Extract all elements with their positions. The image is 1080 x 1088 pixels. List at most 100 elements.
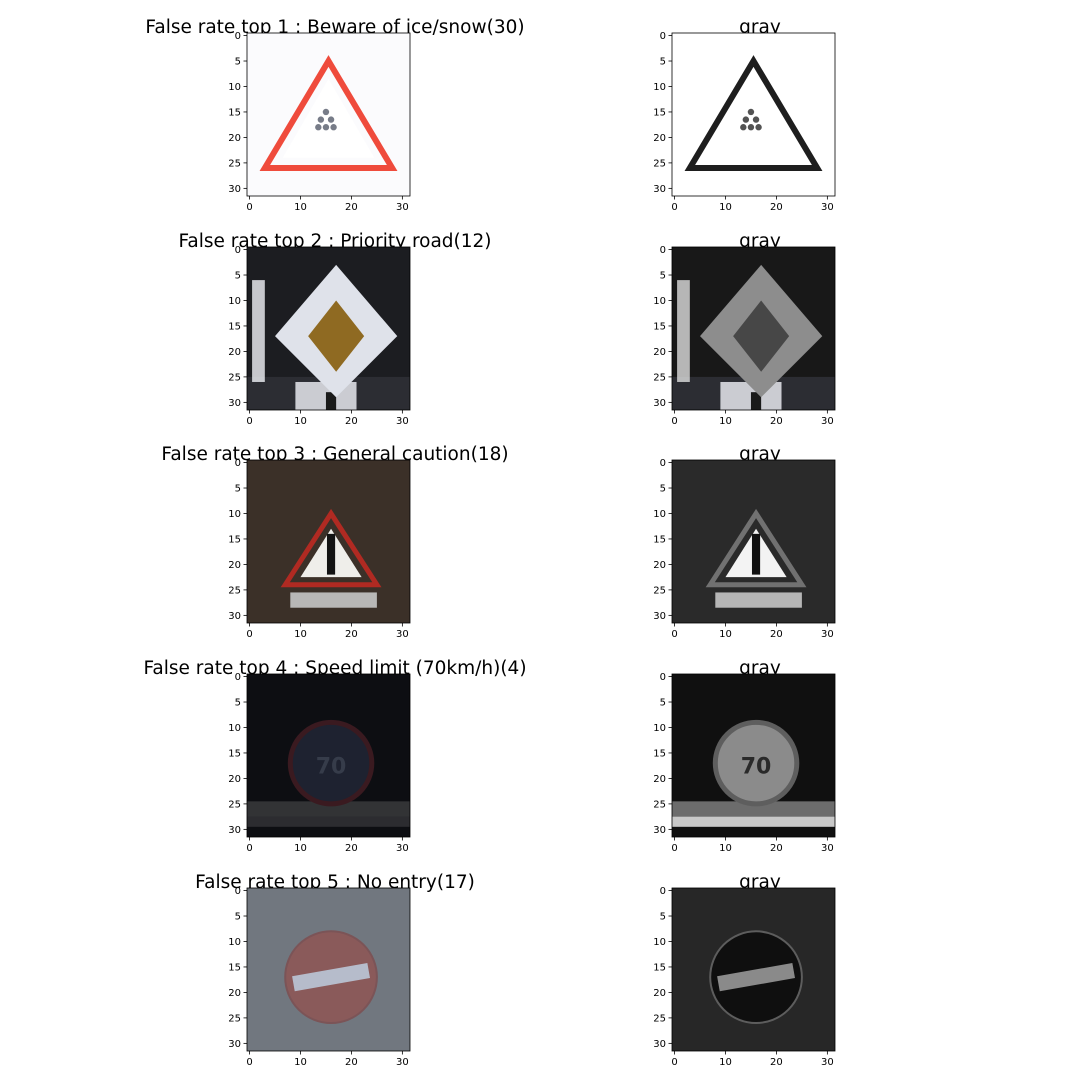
axes-frame [671,246,836,411]
snowflake-symbol-dot [322,124,330,131]
y-tick-label: 0 [235,886,241,897]
y-tick-label: 10 [653,296,666,307]
axes-frame [246,246,411,411]
y-tick-label: 10 [228,509,241,520]
y-tick-label: 0 [235,672,241,683]
warning-triangle-border [684,55,823,171]
y-tick-label: 0 [660,31,666,42]
panel-title: gray [739,444,781,465]
y-tick-label: 0 [660,245,666,256]
snowflake-symbol-dot [747,108,755,116]
y-tick-label: 0 [235,458,241,469]
no-entry-bar [292,962,370,992]
panel-title: gray [739,658,781,679]
road-barrier [672,801,835,817]
axes-frame [671,459,836,624]
panel-title: False rate top 1 : Beware of ice/snow(30… [145,17,525,38]
x-tick-label: 20 [770,202,783,213]
priority-diamond-inner [308,300,365,372]
y-tick-label: 25 [228,158,241,169]
x-tick-label: 10 [719,629,732,640]
background-post [677,280,690,382]
y-tick-label: 10 [228,82,241,93]
warning-triangle-border [280,508,382,588]
y-tick-label: 30 [228,611,241,622]
speed-limit-disc [287,719,375,807]
axes-frame [671,673,836,838]
y-tick-label: 15 [653,321,666,332]
x-tick-label: 10 [294,843,307,854]
panel-title: False rate top 5 : No entry(17) [195,872,475,893]
y-tick-label: 15 [228,534,241,545]
x-tick-label: 10 [719,416,732,427]
x-tick-label: 30 [821,416,834,427]
y-tick-label: 5 [235,57,241,68]
snowflake-symbol-dot [330,124,337,131]
sign-image-plot: 70 0 10 20 30 0 5 10 15 20 25 30 [228,672,411,854]
x-tick-label: 30 [396,202,409,213]
y-tick-label: 25 [228,372,241,383]
y-tick-label: 20 [228,774,241,785]
panel-5-color: False rate top 5 : No entry(17) 0 10 20 30 0… [195,873,475,1088]
x-tick-label: 0 [246,202,252,213]
y-tick-label: 20 [653,347,666,358]
x-tick-label: 0 [671,1057,677,1068]
warning-triangle-border [705,508,807,588]
y-tick-label: 20 [653,560,666,571]
x-tick-label: 20 [770,629,783,640]
y-tick-label: 25 [653,799,666,810]
x-tick-label: 30 [821,629,834,640]
x-tick-label: 0 [671,416,677,427]
y-tick-label: 25 [228,1013,241,1024]
y-tick-label: 10 [653,509,666,520]
axes-frame [246,887,411,1052]
y-tick-label: 10 [228,723,241,734]
sign-plate [715,592,802,608]
sign-image [672,460,835,623]
sign-image-plot: 0 10 20 30 0 5 10 15 20 25 30 [653,31,836,213]
y-tick-label: 25 [653,158,666,169]
y-tick-label: 0 [235,31,241,42]
panel-4-color: False rate top 4 : Speed limit (70km/h)(… [143,659,526,874]
sign-image: 70 [247,674,410,837]
y-tick-label: 0 [660,886,666,897]
y-tick-label: 5 [235,271,241,282]
x-tick-label: 20 [345,629,358,640]
speed-limit-numeral: 70 [316,754,347,779]
y-tick-label: 10 [228,296,241,307]
road-stripe [247,816,410,827]
snowflake-symbol-dot [327,116,335,123]
panel-title: False rate top 2 : Priority road(12) [178,231,492,252]
road-barrier [247,801,410,817]
priority-diamond-inner [733,300,790,372]
snowflake-symbol-dot [752,116,760,123]
panel-3-gray: gray 0 10 20 30 0 5 10 15 20 25 30 [653,445,850,660]
background-post [252,280,265,382]
x-tick-label: 20 [770,1057,783,1068]
snowflake-symbol-dot [322,108,330,116]
sign-image-plot: 0 10 20 30 0 5 10 15 20 25 30 [653,245,836,427]
sign-image [247,247,410,410]
sign-image-plot: 0 10 20 30 0 5 10 15 20 25 30 [653,458,836,640]
x-tick-label: 30 [396,843,409,854]
sign-image [672,33,835,196]
x-tick-label: 30 [396,416,409,427]
panel-title: False rate top 4 : Speed limit (70km/h)(… [143,658,527,679]
y-tick-label: 30 [653,184,666,195]
y-tick-label: 20 [228,347,241,358]
y-tick-label: 15 [653,962,666,973]
y-tick-label: 5 [660,698,666,709]
panel-4-gray: gray 70 0 10 20 30 0 5 10 15 20 25 30 [653,659,850,874]
y-tick-label: 30 [653,611,666,622]
x-tick-label: 0 [246,843,252,854]
panel-title: gray [739,231,781,252]
x-tick-label: 10 [719,202,732,213]
x-tick-label: 20 [345,1057,358,1068]
y-tick-label: 30 [228,1039,241,1050]
y-tick-label: 5 [660,484,666,495]
y-tick-label: 20 [228,133,241,144]
y-tick-label: 15 [653,748,666,759]
axes-frame [671,887,836,1052]
sign-post [325,392,337,410]
